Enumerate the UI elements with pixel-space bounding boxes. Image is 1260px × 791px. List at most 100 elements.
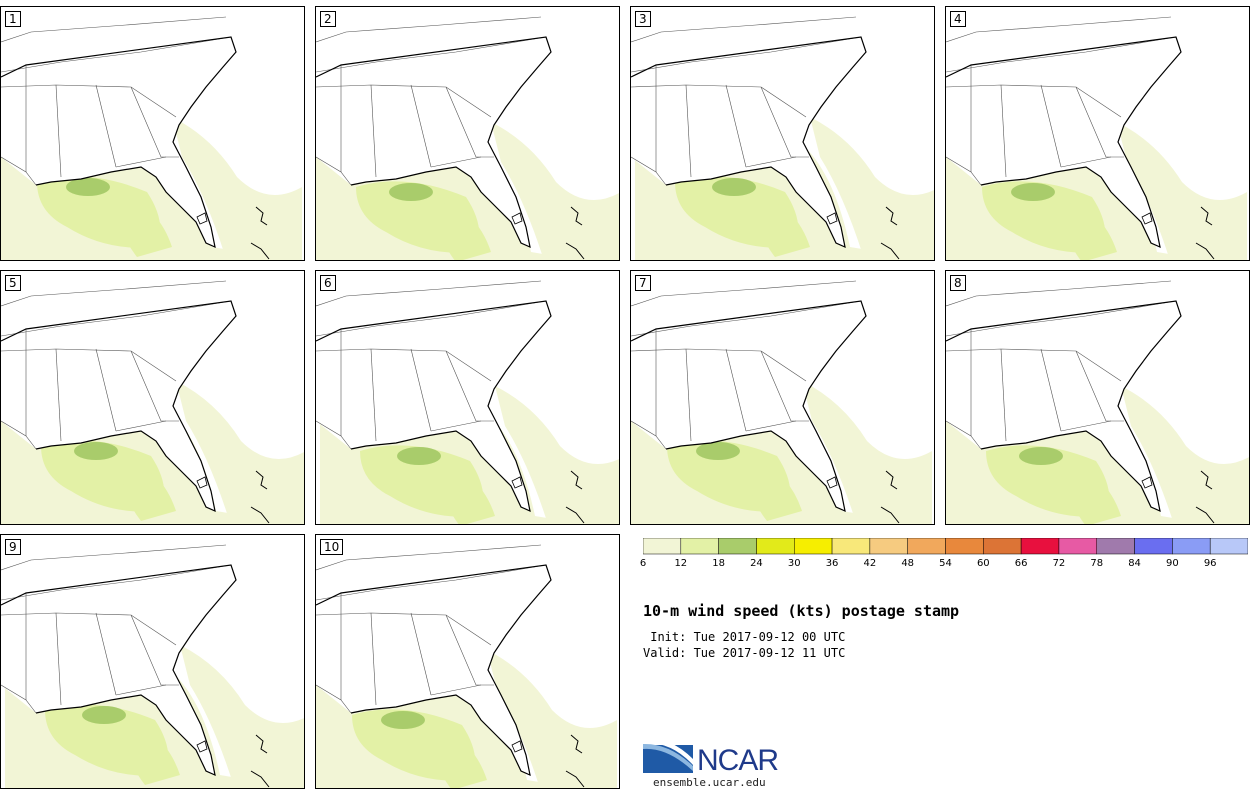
state-border [946,156,982,186]
colorbar-tick-label: 84 [1128,558,1141,569]
coastline [631,36,867,249]
state-border [946,280,1172,307]
state-border [316,684,352,714]
member-label: 2 [320,11,336,27]
state-border [55,348,62,442]
colorbar-tick-label: 72 [1052,558,1066,569]
lake-outline [511,476,523,489]
wind-field-region [125,725,180,785]
island-outline [565,506,585,524]
map-2 [316,16,619,260]
colorbar-swatch [869,538,908,555]
colorbar-tick-label: 12 [674,558,688,569]
state-border [631,420,667,450]
wind-field-region [180,645,304,788]
state-border [1,36,232,73]
member-label: 9 [5,539,21,555]
map-4 [946,16,1247,260]
island-outline [255,206,268,226]
member-panel-5: 5 [0,270,305,525]
state-border [1000,84,1007,178]
lake-outline [196,740,208,753]
member-label: 10 [320,539,344,555]
member-label: 6 [320,275,336,291]
state-border [115,420,167,432]
island-outline [570,734,583,754]
island-outline [565,770,585,788]
state-border [946,348,1122,382]
island-outline [880,242,900,260]
state-border [130,86,179,158]
map-6 [316,280,619,524]
wind-core-region [381,711,425,729]
state-border [95,612,117,696]
state-border [370,84,377,178]
colorbar-tick-label: 48 [901,558,915,569]
colorbar-swatch [1058,538,1097,555]
wind-core-region [397,447,441,465]
wind-field-region [172,117,302,260]
colorbar-tick-label: 78 [1090,558,1104,569]
ncar-logo-text: NCAR [697,744,779,777]
state-border [1,84,177,118]
wind-field-region [487,650,617,788]
wind-field-region [117,197,172,257]
state-border [631,300,862,337]
colorbar-tick-label: 42 [863,558,877,569]
colorbar-swatch [945,538,984,555]
colorbar-swatch [1209,538,1248,555]
lake-outline [1141,212,1153,225]
state-border [316,36,547,73]
land-mask [946,37,1181,247]
member-panel-8: 8 [945,270,1250,525]
member-panel-7: 7 [630,270,935,525]
state-border [631,84,807,118]
wind-core-region [389,183,433,201]
state-border [316,612,492,646]
colorbar-swatch [1096,538,1135,555]
colorbar-swatch [831,538,871,555]
state-border [1,612,177,646]
colorbar-swatch [756,538,795,555]
state-border [631,16,857,43]
state-border [445,86,494,158]
state-border [316,156,352,186]
state-border [370,612,377,706]
wind-field-region [1117,122,1247,260]
map-7 [631,280,932,524]
member-panel-1: 1 [0,6,305,261]
state-border [430,420,482,432]
wind-field-region [1066,466,1121,524]
member-panel-3: 3 [630,6,935,261]
state-border [316,348,492,382]
plot-title: 10-m wind speed (kts) postage stamp [643,602,960,620]
island-outline [885,470,898,490]
coastline [946,300,1182,513]
colorbar-swatch [1020,538,1060,555]
wind-field-region [491,122,619,260]
lake-outline [196,476,208,489]
wind-field-region [810,117,934,260]
land-mask [316,37,551,247]
state-border [946,16,1172,43]
ncar-logo-icon [643,737,693,773]
state-border [316,84,492,118]
land-mask [631,37,866,247]
lake-outline [826,212,838,225]
state-border [1040,348,1062,432]
coastline [946,36,1182,249]
state-border [946,84,1122,118]
island-outline [250,506,270,524]
wind-core-region [74,442,118,460]
state-border [631,348,807,382]
state-border [370,348,377,442]
state-border [1060,156,1112,168]
land-mask [316,301,551,511]
map-10 [316,544,617,788]
land-mask [1,37,236,247]
island-outline [570,470,583,490]
state-border [946,36,1177,73]
member-panel-10: 10 [315,534,620,789]
member-label: 5 [5,275,21,291]
state-border [115,684,167,696]
